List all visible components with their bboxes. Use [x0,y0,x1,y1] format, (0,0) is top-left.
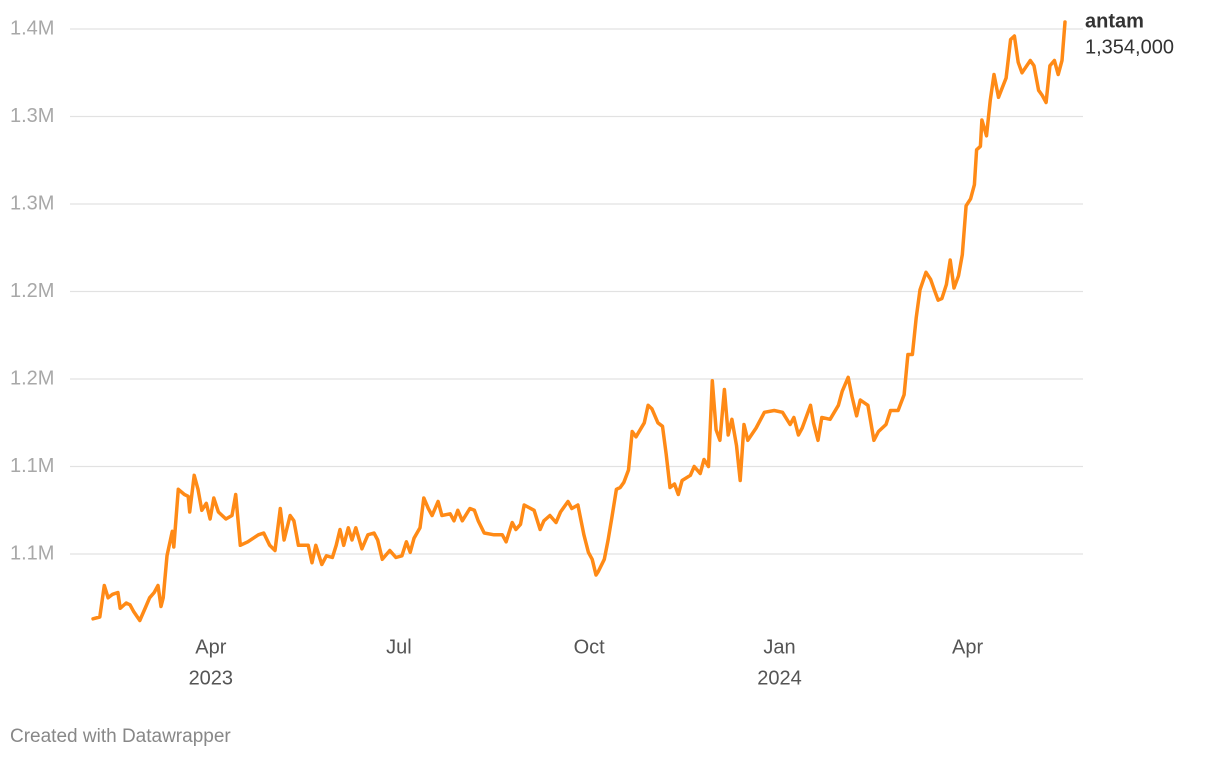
source-note: Created with Datawrapper [10,726,231,747]
x-tick-label: Apr [952,636,983,658]
y-tick-label: 1.3M [10,105,54,127]
y-tick-label: 1.4M [10,17,54,39]
x-tick-label: Oct [574,636,606,658]
data-line [91,20,1067,623]
y-tick-label: 1.2M [10,367,54,389]
y-tick-label: 1.3M [10,192,54,214]
x-tick-label: Jul [386,636,412,658]
x-year-label: 2024 [757,667,802,689]
y-tick-label: 1.1M [10,542,54,564]
x-tick-label: Apr [195,636,226,658]
end-value-label: 1,354,000 [1085,36,1174,58]
y-tick-label: 1.2M [10,280,54,302]
x-tick-label: Jan [763,636,795,658]
y-tick-label: 1.1M [10,455,54,477]
series-label: antam [1085,10,1144,32]
x-year-label: 2023 [189,667,234,689]
